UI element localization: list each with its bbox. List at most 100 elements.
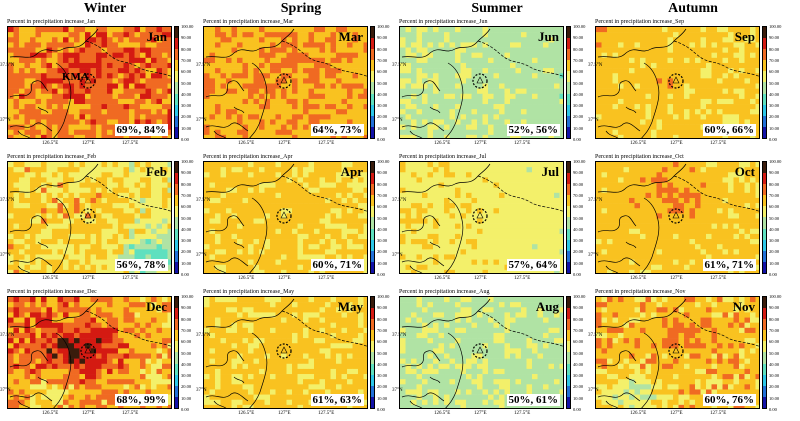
colorbar-tick-label: 20.00 (769, 249, 780, 255)
colorbar-tick-label: 90.00 (769, 35, 780, 41)
colorbar-tick-label: 30.00 (181, 103, 192, 109)
colorbar-tick-label: 100.00 (377, 24, 390, 29)
colorbar-tick-label: 20.00 (573, 384, 584, 390)
map-area: Sep 60%, 66% (595, 26, 760, 139)
colorbar-tick-label: 60.00 (377, 69, 388, 75)
colorbar-tick-label: 70.00 (181, 57, 192, 63)
lon-label: 127.5°E (710, 141, 727, 146)
colorbar (370, 296, 375, 409)
colorbar-tick-label: 0.00 (377, 407, 385, 412)
lat-label: 37.5°N (196, 333, 211, 338)
colorbar-tick-label: 50.00 (377, 215, 388, 221)
colorbar-tick-label: 30.00 (573, 103, 584, 109)
colorbar-tick-label: 40.00 (769, 361, 780, 367)
colorbar-tick-label: 90.00 (377, 170, 388, 176)
colorbar-tick-label: 100.00 (181, 24, 194, 29)
lat-label: 37.5°N (588, 333, 603, 338)
colorbar-tick-label: 70.00 (377, 192, 388, 198)
percentage-stats: 61%, 71% (702, 259, 756, 271)
colorbar-tick-label: 0.00 (769, 407, 777, 412)
colorbar-tick-label: 10.00 (769, 395, 780, 401)
colorbar-tick-label: 30.00 (573, 373, 584, 379)
precipitation-grid (596, 27, 759, 138)
colorbar-tick-label: 40.00 (573, 226, 584, 232)
colorbar-tick-label: 30.00 (377, 238, 388, 244)
colorbar (566, 296, 571, 409)
colorbar-tick-label: 10.00 (573, 260, 584, 266)
colorbar-tick-label: 30.00 (377, 373, 388, 379)
map-panel-apr: Percent in precipitation increase_Apr Apr… (196, 153, 392, 286)
colorbar-tick-label: 60.00 (181, 339, 192, 345)
colorbar-tick-label: 90.00 (181, 170, 192, 176)
colorbar-tick-label: 60.00 (377, 204, 388, 210)
lat-label: 37.5°N (392, 198, 407, 203)
colorbar-tick-label: 80.00 (377, 181, 388, 187)
percentage-stats: 68%, 99% (114, 394, 168, 406)
percentage-stats: 60%, 76% (702, 394, 756, 406)
percentage-stats: 60%, 71% (310, 259, 364, 271)
lat-label: 37°N (196, 118, 207, 123)
map-area: Aug 50%, 61% (399, 296, 564, 409)
colorbar-tick-label: 50.00 (573, 215, 584, 221)
colorbar-tick-label: 70.00 (769, 327, 780, 333)
map-panel-dec: Percent in precipitation increase_Dec Dec… (0, 288, 196, 421)
map-area: Jun 52%, 56% (399, 26, 564, 139)
month-label: Jan (146, 29, 167, 44)
map-panel-may: Percent in precipitation increase_May May… (196, 288, 392, 421)
colorbar-tick-label: 0.00 (573, 272, 581, 277)
lon-label: 127°E (278, 276, 291, 281)
season-header-winter: Winter (83, 1, 127, 16)
panel-title: Percent in precipitation increase_Mar (203, 19, 294, 25)
lon-label: 126.5°E (42, 141, 59, 146)
lat-label: 37°N (0, 253, 11, 258)
panel-title: Percent in precipitation increase_Jan (7, 19, 96, 25)
percentage-stats: 50%, 61% (506, 394, 560, 406)
colorbar-tick-label: 60.00 (769, 69, 780, 75)
percentage-stats: 60%, 66% (702, 124, 756, 136)
colorbar-tick-label: 10.00 (769, 260, 780, 266)
percentage-stats: 69%, 84% (114, 124, 168, 136)
colorbar-tick-label: 40.00 (181, 361, 192, 367)
lat-label: 37.5°N (0, 63, 15, 68)
colorbar-tick-label: 100.00 (769, 24, 782, 29)
colorbar-tick-label: 20.00 (769, 114, 780, 120)
lat-label: 37.5°N (588, 63, 603, 68)
colorbar-tick-label: 80.00 (769, 316, 780, 322)
colorbar-tick-label: 70.00 (769, 57, 780, 63)
colorbar-tick-label: 30.00 (769, 103, 780, 109)
panel-title: Percent in precipitation increase_Nov (595, 289, 686, 295)
map-panel-jun: Percent in precipitation increase_Jun Jun… (392, 18, 588, 151)
colorbar-tick-label: 60.00 (573, 339, 584, 345)
colorbar-tick-label: 40.00 (573, 361, 584, 367)
colorbar-tick-label: 90.00 (377, 305, 388, 311)
month-label: Mar (338, 29, 363, 44)
colorbar-tick-label: 20.00 (377, 249, 388, 255)
month-label: Feb (146, 164, 167, 179)
colorbar-tick-label: 20.00 (377, 114, 388, 120)
colorbar-tick-label: 10.00 (181, 125, 192, 131)
colorbar-tick-label: 0.00 (377, 272, 385, 277)
colorbar (174, 161, 179, 274)
colorbar-tick-label: 20.00 (573, 114, 584, 120)
month-label: Sep (734, 29, 755, 44)
lon-label: 127.5°E (710, 276, 727, 281)
lon-label: 127.5°E (514, 276, 531, 281)
colorbar-tick-label: 60.00 (181, 69, 192, 75)
colorbar-tick-label: 10.00 (377, 125, 388, 131)
colorbar-tick-label: 30.00 (769, 238, 780, 244)
lon-label: 126.5°E (630, 411, 647, 416)
colorbar-tick-label: 80.00 (181, 181, 192, 187)
colorbar-tick-label: 70.00 (181, 327, 192, 333)
colorbar-tick-label: 100.00 (377, 294, 390, 299)
colorbar-tick-label: 0.00 (573, 137, 581, 142)
lon-label: 126.5°E (630, 141, 647, 146)
colorbar-tick-label: 10.00 (181, 260, 192, 266)
colorbar (762, 26, 767, 139)
colorbar-tick-label: 10.00 (377, 260, 388, 266)
lon-label: 126.5°E (630, 276, 647, 281)
lat-label: 37.5°N (588, 198, 603, 203)
map-area: Feb 56%, 78% (7, 161, 172, 274)
map-panel-aug: Percent in precipitation increase_Aug Aug… (392, 288, 588, 421)
month-label: May (337, 299, 363, 314)
colorbar-tick-label: 70.00 (377, 57, 388, 63)
